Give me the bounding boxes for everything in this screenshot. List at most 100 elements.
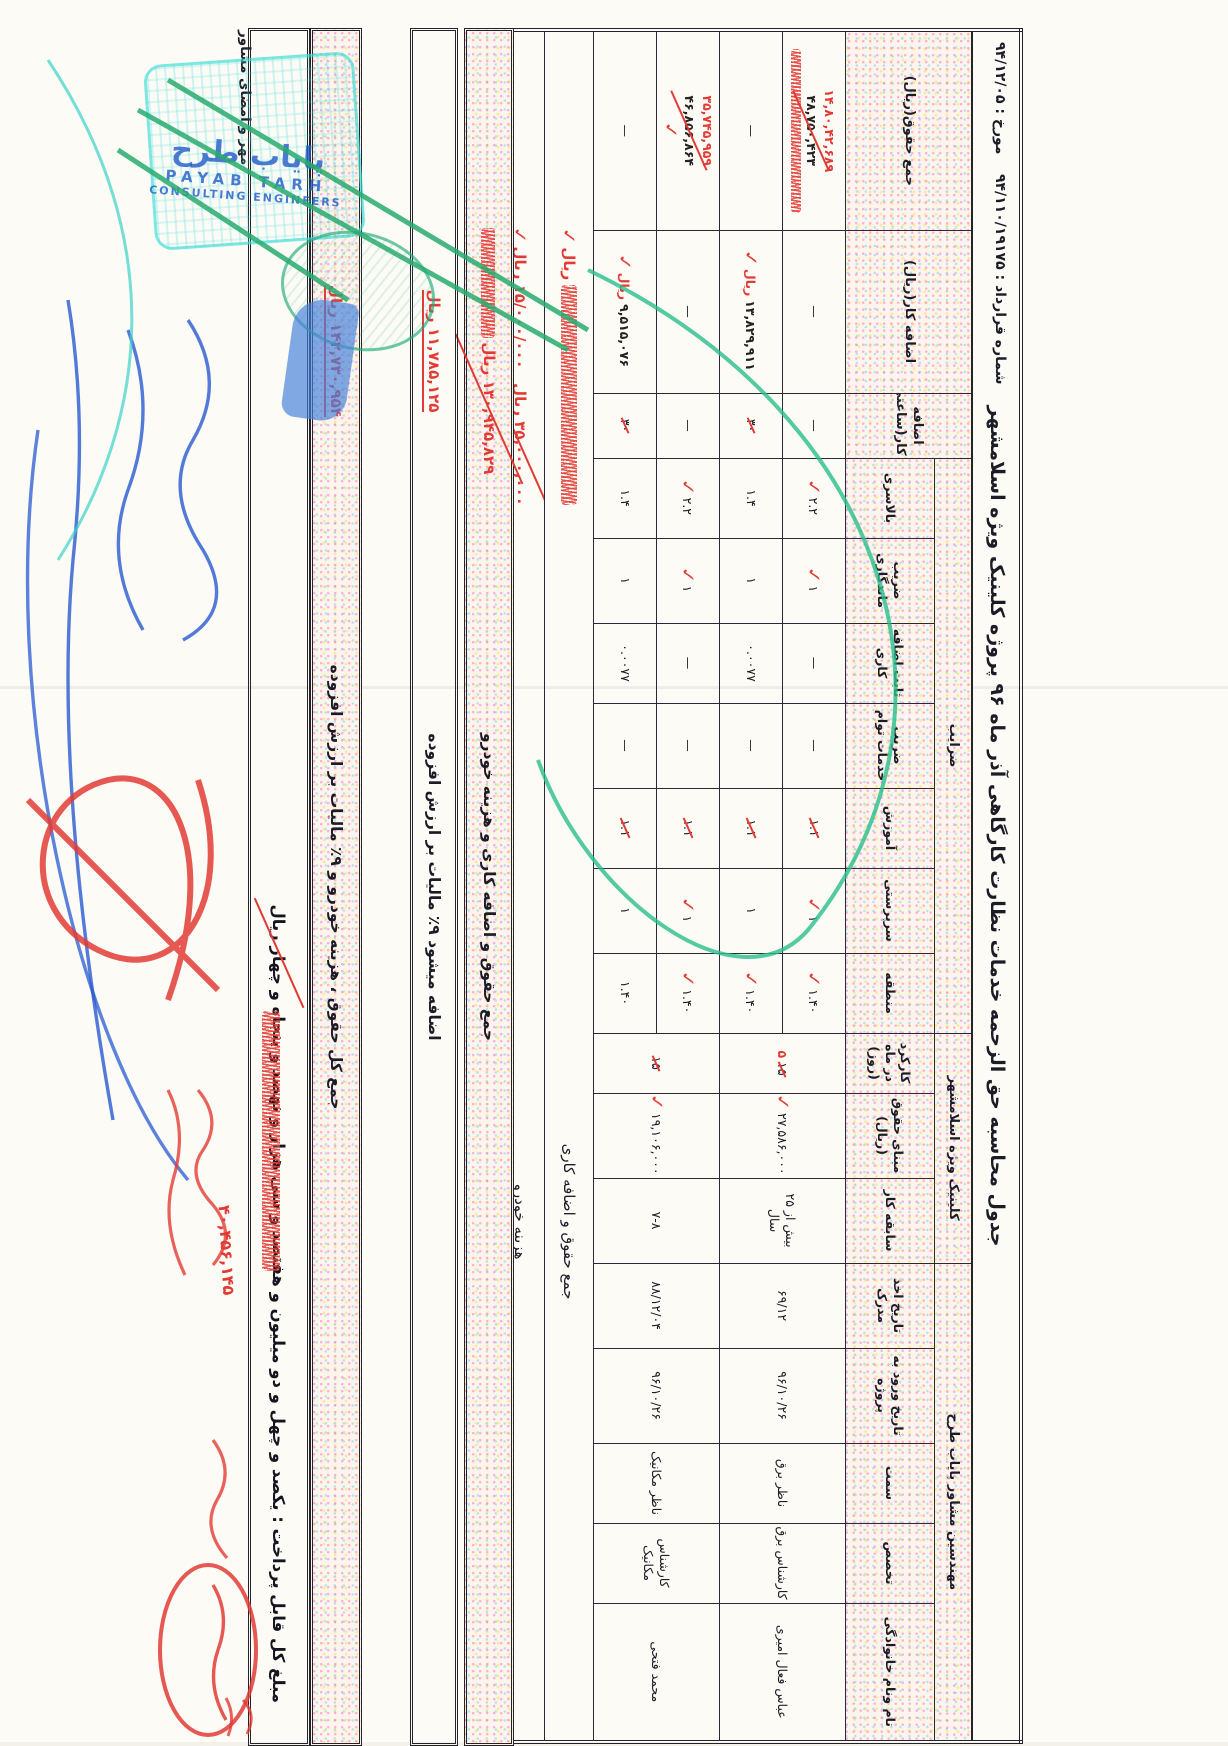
coef-value: ۱.۱	[617, 819, 633, 837]
table-row-employee1-salary: عباس فعال امیری کارشناس برق ناظر برق ۹۶/…	[719, 30, 846, 1743]
cell-total-salary: ۱۴,۸۰,۴۲,۶۸۹ ۴۸,۷۵۰,۴۲۳	[782, 30, 846, 231]
contract-number: ۹۴/۱۱۰/۱۹۱۷۵	[992, 173, 1008, 270]
red-circled-word-scrawl	[211, 1584, 228, 1721]
cell-training: ۱.۱	[593, 788, 657, 869]
red-corrected-total: ۳۵,۷۴۵,۹۵۹	[700, 95, 715, 167]
col-overtime-rial: اضافه کار(ریال)	[845, 230, 972, 394]
working-days-value: ۱۵	[775, 1062, 791, 1076]
summary-value: ریال ✓	[544, 30, 594, 704]
red-rial-word: ریال	[743, 268, 759, 297]
cell-region: ۱.۴۰ ✓	[719, 953, 783, 1034]
col-entry-date: تاریخ ورود به پروژه	[845, 1348, 935, 1444]
cell-entry-date: ۹۶/۱۰/۲۶	[593, 1348, 720, 1444]
summary-label: جمع حقوق و اضافه کاری	[544, 703, 594, 1743]
cell-overhead: ۱.۴	[593, 458, 657, 539]
coef-value: ۱.۴۰	[617, 980, 633, 1006]
red-value-crossed: ۱۳۰,۹۴۵,۸۲۹ ریال	[480, 342, 498, 475]
coef-value: ۲.۲	[680, 497, 696, 516]
cell-retention: ۱ ✓	[656, 538, 720, 624]
coef-value: ۱.۱	[806, 819, 822, 837]
red-scribble	[481, 227, 496, 338]
group-project: کلینیک ویژه اسلامشهر	[934, 1033, 972, 1264]
coef-value: ۱.۴۰	[680, 989, 696, 1014]
cell-specialty: کارشناس برق	[719, 1523, 846, 1604]
cell-total-salary: —	[593, 30, 657, 231]
cell-supervision: ۱ ✓	[656, 868, 720, 954]
cell-position: ناظر برق	[719, 1443, 846, 1524]
salary-calculation-table: جدول محاسبه حق الزحمه خدمات نظارت کارگاه…	[492, 28, 1023, 1745]
col-combined-services-coef: ضریب خدمات توام	[845, 703, 935, 789]
cell-position: ناظر مکانیک	[593, 1443, 720, 1524]
col-overtime-hours: اضافه کار(ساعتی)	[845, 393, 972, 459]
coef-value: ۱	[806, 585, 822, 593]
red-check-mark: ✓	[803, 894, 826, 917]
cell-combined-services: —	[656, 703, 720, 789]
col-specialty: تخصص	[845, 1523, 935, 1604]
coef-value: ۱.۴۰	[806, 989, 822, 1014]
group-header-row: مهندسین مشاور پایاب طرح کلینیک ویژه اسلا…	[845, 30, 972, 1743]
red-check-mark: ✓	[803, 967, 826, 991]
cell-overtime-hours: ۳۰	[593, 393, 657, 459]
cell-overtime-constant: —	[656, 623, 720, 704]
red-new-vehicle-cost: ۱۵/۰۰۰/۰۰۰ ریال	[511, 246, 530, 369]
coef-value: ۱	[680, 915, 696, 923]
red-check-mark: ✓	[740, 967, 763, 991]
summary-value: ۱۳۰,۹۴۵,۸۲۹ ریال	[480, 141, 498, 561]
cell-name: محمد فتحی	[593, 1603, 720, 1743]
red-check-mark: ✓	[646, 1093, 668, 1114]
red-scribble-over-words	[262, 1011, 281, 1271]
red-rial-word: ریال	[617, 272, 633, 301]
contract-date: ۹۴/۱۲/۰۵	[992, 42, 1008, 104]
cell-combined-services: —	[719, 703, 783, 789]
base-salary-value: ۲۷,۵۸۶,۰۰۰	[774, 1112, 790, 1175]
cell-supervision: ۱ ✓	[782, 868, 846, 954]
cell-working-days: ۱۵	[593, 1033, 720, 1094]
working-days-value: ۱۵	[649, 1056, 665, 1070]
col-overhead-coef: بالاسری	[845, 458, 935, 539]
cell-overtime-rial: ۹,۵۱۵,۰۷۶ ریال ✓	[593, 230, 657, 394]
red-check-mark: ✓	[677, 476, 700, 499]
black-handwritten-total-crossed: ۴۸,۷۵۰,۴۲۳	[804, 95, 819, 167]
red-check-mark: ✓	[677, 967, 700, 991]
coef-value: ۱	[806, 915, 822, 923]
coef-value: ۱.۴۰	[743, 989, 759, 1014]
cell-overtime-constant: ۰.۰۰۷۷	[719, 623, 783, 704]
red-circle-annotation	[158, 1563, 258, 1737]
cell-name: عباس فعال امیری	[719, 1603, 846, 1743]
cell-overtime-constant: —	[782, 623, 846, 704]
red-check-mark: ✓	[772, 1093, 794, 1114]
blue-signature-curve	[25, 429, 190, 1182]
cell-training: ۱.۱	[782, 788, 846, 869]
red-check-mark: ✓	[677, 564, 700, 587]
contract-date-label: مورخ :	[992, 108, 1008, 155]
contract-label: شماره قرارداد :	[992, 274, 1008, 385]
cell-entry-date: ۹۶/۱۰/۲۶	[719, 1348, 846, 1444]
cell-region: ۱.۴۰ ✓	[656, 953, 720, 1034]
teal-flourish	[46, 59, 134, 561]
summary-box-grand-subtotal: جمع حقوق و اضافه کاری و هزینه خودرو ۱۳۰,…	[464, 28, 514, 1746]
coef-value: ۲.۲	[806, 497, 822, 516]
red-note-scrawl	[166, 1088, 229, 1560]
red-scribbled-value	[560, 285, 577, 506]
cell-overhead: ۲.۲ ✓	[656, 458, 720, 539]
col-training-coef: آموزش	[845, 788, 935, 869]
black-handwritten-total-crossed: ۴۶,۸۵۶,۸۶۴	[682, 95, 698, 167]
red-check-mark: ✓	[803, 564, 826, 587]
cell-overtime-rial: ۱۳,۸۲۹,۹۱۱ ریال ✓	[719, 230, 783, 394]
col-position: سمت	[845, 1443, 935, 1524]
cell-overtime-constant: ۰.۰۰۷۷	[593, 623, 657, 704]
cell-experience: بیش از ۲۵ سال	[719, 1178, 846, 1264]
cell-combined-services: —	[593, 703, 657, 789]
cell-supervision: ۱	[593, 868, 657, 954]
cell-overtime-hours: —	[782, 393, 846, 459]
cell-base-salary: ۲۷,۵۸۶,۰۰۰ ✓	[719, 1093, 846, 1179]
col-retention-coef: ضریب ماندگاری	[845, 538, 935, 624]
group-consultant: مهندسین مشاور پایاب طرح	[934, 1263, 972, 1743]
red-check-mark: ✓	[558, 225, 581, 248]
summary-row-total-salary-overtime: جمع حقوق و اضافه کاری ریال ✓	[544, 30, 594, 1743]
cell-overtime-hours: —	[656, 393, 720, 459]
group-coefficients: ضرایب	[934, 458, 972, 1034]
table-title-row: جدول محاسبه حق الزحمه خدمات نظارت کارگاه…	[972, 30, 1021, 1743]
col-experience: سابقه کار	[845, 1178, 935, 1264]
cell-retention: ۱	[719, 538, 783, 624]
